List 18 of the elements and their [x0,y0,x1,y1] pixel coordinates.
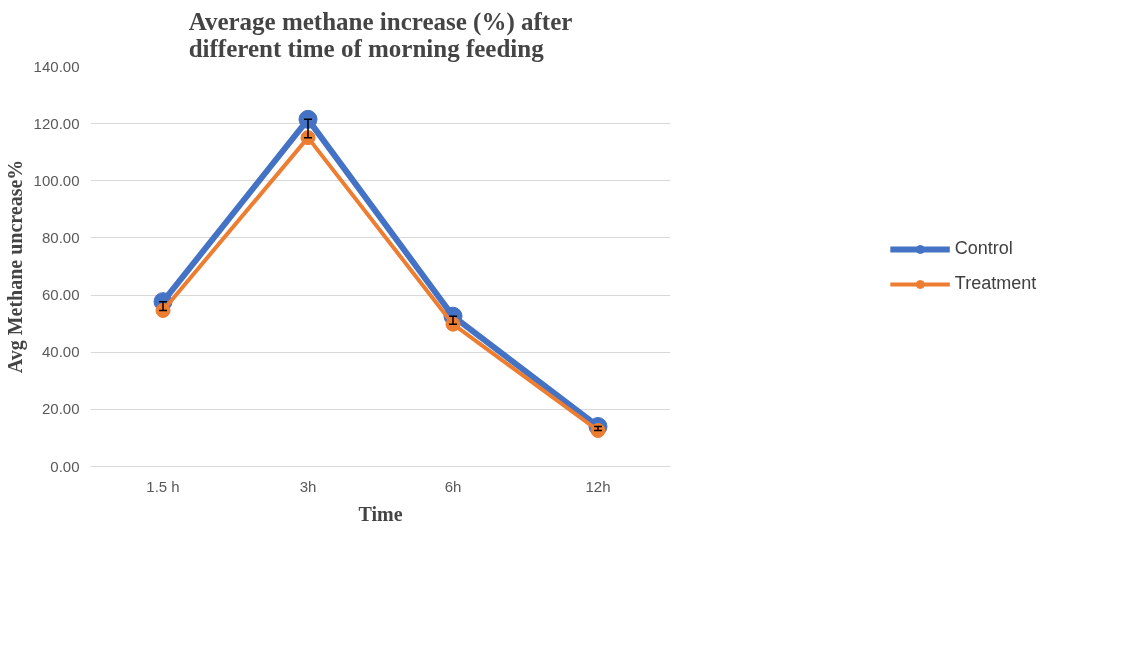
y-tick-label: 20.00 [41,400,80,418]
x-axis-title: Time [358,502,403,525]
x-tick-label: 6h [444,477,462,495]
y-tick-label: 60.00 [41,286,80,304]
point [298,109,318,129]
y-tick-label: 100.00 [33,171,80,189]
legend-label: Treatment [954,273,1037,294]
y-tick-label: 140.00 [33,57,80,75]
x-tick-label: 12h [585,477,611,495]
y-axis-title: Avg Methane uncrease% [3,159,27,374]
y-tick-label: 120.00 [33,114,80,132]
x-tick-label: 1.5 h [146,477,180,495]
x-tick-label: 3h [299,477,317,495]
y-tick-label: 80.00 [41,228,80,246]
legend-label: Control [954,238,1013,259]
y-tick-label: 40.00 [41,343,80,361]
chart-title: Average methane increase (%) after different time of morning feeding [188,7,573,62]
y-tick-label: 0.00 [50,457,80,475]
